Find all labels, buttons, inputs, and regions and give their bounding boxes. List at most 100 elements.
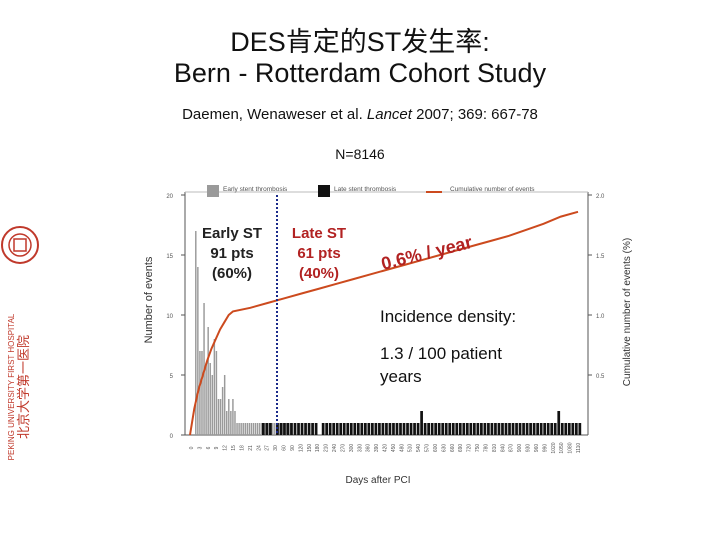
late-bar [515,423,518,435]
late-bar [529,423,532,435]
late-bar [564,423,568,435]
late-bar [458,423,462,435]
late-bar [444,423,448,435]
x-tick-label: 15 [231,445,237,451]
legend-swatch-early [207,185,219,197]
y2-tick-label: 1.5 [596,254,605,260]
x-tick-label: 840 [500,444,506,453]
incidence-value-line-2: years [380,367,422,386]
early-bar [238,423,240,435]
early-bar [232,399,234,435]
late-bar [406,423,409,435]
x-tick-label: 240 [332,444,338,453]
x-tick-label: 630 [441,444,447,453]
late-bar [462,423,466,435]
late-bar [451,423,455,435]
early-bar [197,267,199,435]
late-bar [307,423,311,435]
late-bar [476,423,480,435]
late-bar [269,423,272,435]
x-tick-label: 960 [534,444,540,453]
incidence-title: Incidence density: [380,307,516,326]
late-bar [402,423,406,435]
late-bar [434,423,438,435]
y-tick-label: 15 [166,254,173,260]
x-tick-label: 27 [265,445,271,451]
title-line-1: DES肯定的ST发生率: [230,27,490,57]
legend-label-late: Late stent thrombosis [334,186,397,193]
late-bar [571,423,575,435]
x-tick-label: 6 [206,446,212,449]
title-line-2: Bern - Rotterdam Cohort Study [173,58,547,88]
x-tick-label: 690 [458,444,464,453]
late-bar [371,423,374,435]
y2-tick-label: 0.5 [596,374,605,380]
late-bar [328,423,332,435]
late-bar [367,423,371,435]
late-bar [469,423,473,435]
early-st-annotation: Early ST 91 pts (60%) [202,225,262,282]
late-bar [286,423,290,435]
late-bar [550,423,554,435]
rate-annotation: 0.6% / year [379,232,474,274]
x-tick-label: 420 [383,444,389,453]
x-tick-label: 810 [492,444,498,453]
late-bar [578,423,582,435]
late-bar [325,423,329,435]
early-bar [234,411,236,435]
late-bar [567,423,571,435]
x-tick-label: 21 [248,445,254,451]
late-bar [501,423,504,435]
early-bar [221,387,224,435]
university-seal-logo [1,226,39,264]
x-tick-label: 300 [349,444,355,453]
late-bar [388,423,392,435]
x-tick-label: 570 [425,444,431,453]
x-tick-label: 12 [223,445,229,451]
early-bar [205,363,207,435]
x-tick-label: 660 [450,444,456,453]
late-bar [472,423,476,435]
early-bar [271,423,273,435]
late-bar [395,423,399,435]
late-bar [374,423,378,435]
early-bar [273,423,275,435]
x-tick-label: 510 [408,444,414,453]
early-bar [195,231,197,435]
y2-axis-label: Cumulative number of events (%) [622,238,633,386]
early-bar [230,411,232,435]
late-bar [539,423,543,435]
late-bar [283,423,286,435]
late-bar [518,423,522,435]
late-bar [399,423,402,435]
x-tick-label: 600 [433,444,439,453]
late-bar [494,423,497,435]
late-bar [536,423,540,435]
x-tick-label: 900 [517,444,523,453]
x-tick-label: 90 [290,445,296,451]
late-bar [522,423,525,435]
early-bar [201,351,203,435]
hospital-chinese-name: 北京大学第一医院 [16,335,32,439]
early-bar [281,423,284,435]
late-bar [557,411,561,435]
late-bar [448,423,452,435]
hospital-vertical-name: PEKING UNIVERSITY FIRST HOSPITAL 北京大学第一医… [7,313,32,460]
y-tick-label: 0 [170,434,174,440]
y-ticks: 0 5 10 15 20 [166,194,185,440]
hospital-english-name: PEKING UNIVERSITY FIRST HOSPITAL [7,313,16,460]
late-bar [441,423,445,435]
x-axis-label: Days after PCI [345,475,410,486]
late-bar [290,423,293,435]
early-bar [199,351,201,435]
citation-rest: 2007; 369: 667-78 [411,106,538,123]
y2-tick-label: 2.0 [596,194,605,200]
citation: Daemen, Wenaweser et al. Lancet 2007; 36… [0,106,720,123]
late-bar [525,423,529,435]
late-bar [314,423,318,435]
early-bar [261,423,263,435]
late-bar [574,423,578,435]
late-bar [349,423,353,435]
legend-label-early: Early stent thrombosis [223,186,288,193]
early-bar [252,423,255,435]
